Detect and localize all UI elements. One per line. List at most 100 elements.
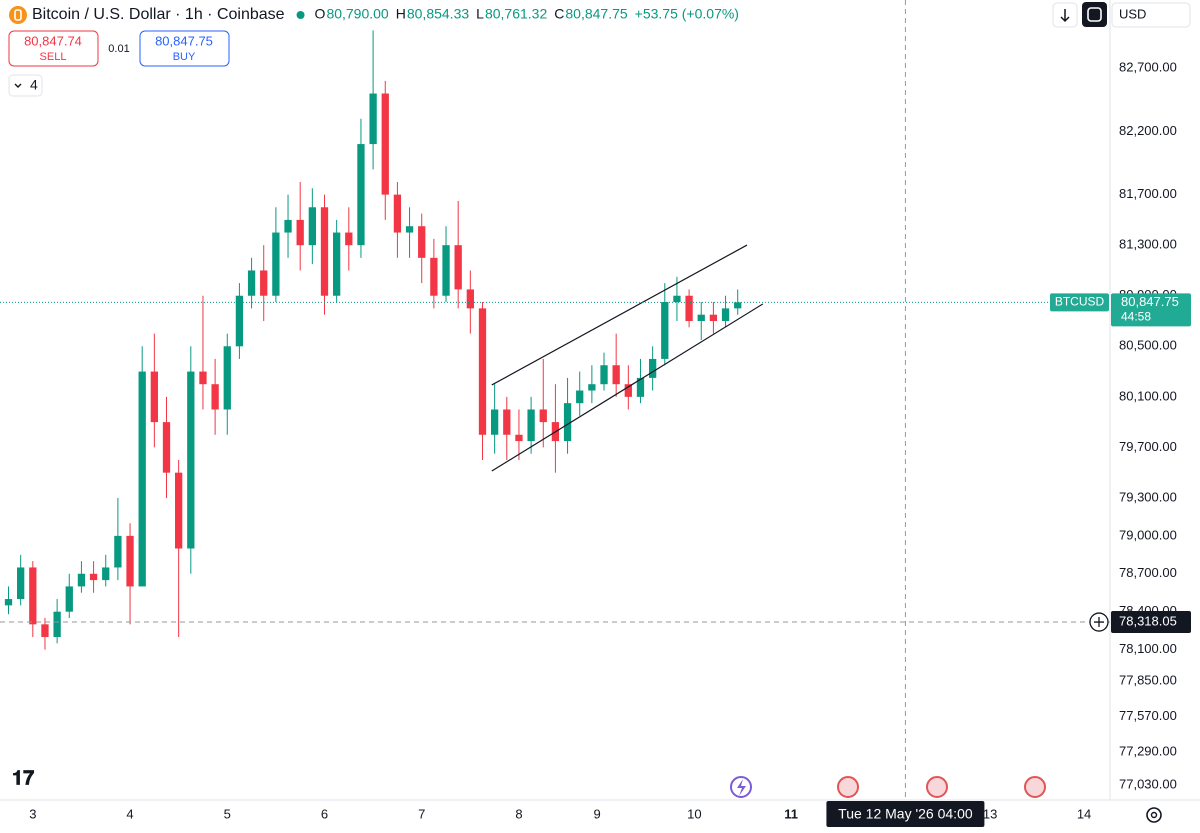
symbol-title[interactable]: Bitcoin / U.S. Dollar · 1h · Coinbase (32, 6, 285, 23)
candle-body (636, 377, 645, 397)
fullscreen-button[interactable] (1082, 2, 1107, 27)
ohlc-value: 80,790.00 (326, 6, 388, 22)
candle-body (430, 257, 438, 296)
logo: 𝟏𝟕 (12, 767, 34, 789)
candle-body (490, 409, 499, 435)
buy-button[interactable] (139, 30, 230, 67)
candle-body (612, 365, 620, 385)
candle-body (478, 308, 487, 435)
x-tick-label: 14 (1077, 806, 1091, 821)
candle-body (721, 308, 730, 322)
y-tick-label: 78,100.00 (1119, 641, 1177, 656)
candle-body (138, 371, 146, 587)
plus-icon (1094, 617, 1104, 628)
y-tick-label: 78,700.00 (1119, 565, 1177, 580)
candle-body (260, 270, 268, 296)
candle-body (697, 314, 705, 322)
y-tick-label: 81,700.00 (1119, 186, 1177, 201)
candle-body (199, 371, 207, 385)
y-tick-label: 82,700.00 (1119, 60, 1177, 75)
y-tick-label: 79,700.00 (1119, 439, 1177, 454)
candle-body (53, 611, 61, 637)
x-tick-label: 7 (418, 806, 425, 821)
ohlc-label: H (396, 6, 406, 22)
ohlc-label: L (476, 6, 484, 22)
y-tick-label: 77,290.00 (1119, 743, 1177, 758)
symbol-badge-text: BTCUSD (1055, 295, 1105, 309)
candle-body (4, 599, 13, 606)
candle-body (685, 295, 693, 322)
candle-body (442, 245, 450, 296)
candle-body (418, 226, 426, 258)
candle-body (272, 232, 280, 296)
bitcoin-icon-glyph (14, 9, 22, 21)
candle-body (624, 384, 632, 397)
crosshair-time-badge (826, 801, 985, 827)
indicators-toggle[interactable] (8, 74, 43, 97)
candle-body (576, 390, 584, 404)
y-tick-label: 77,030.00 (1119, 776, 1177, 791)
candle-body (734, 302, 742, 309)
candle-body (150, 371, 158, 423)
candle-body (211, 384, 219, 410)
candle-body (648, 358, 657, 378)
x-tick-label: 3 (29, 806, 36, 821)
y-tick-label: 80,500.00 (1119, 338, 1177, 353)
candle-body (333, 232, 341, 296)
chevron-icon (14, 83, 22, 88)
symbol-badge (1050, 293, 1109, 312)
candle-body (454, 245, 462, 290)
candle-body (515, 434, 523, 442)
candle-body (114, 535, 122, 568)
ohlc-label: O (315, 6, 326, 22)
us-event-icon[interactable] (926, 776, 948, 798)
ohlc-value: 80,847.75 (565, 6, 627, 22)
y-tick-label: 77,850.00 (1119, 673, 1177, 688)
x-tick-label: 11 (784, 806, 798, 821)
settings-icon[interactable] (1146, 807, 1162, 823)
candle-body (41, 624, 49, 637)
candle-body (175, 472, 183, 549)
price-badge (1111, 293, 1191, 327)
y-tick-label: 82,200.00 (1119, 123, 1177, 138)
fullscreen-icon (1087, 7, 1102, 22)
crosshair-price-label: 78,318.05 (1119, 613, 1177, 628)
candle-body (357, 144, 365, 246)
us-event-icon[interactable] (837, 776, 859, 798)
spread: 0.01 (108, 43, 129, 55)
buy-label: BUY (173, 51, 196, 63)
candle-body (162, 422, 171, 473)
y-tick-label: 79,000.00 (1119, 527, 1177, 542)
candle-body (673, 295, 681, 303)
bitcoin-icon (9, 6, 27, 24)
candle-body (600, 365, 608, 385)
candle-body (709, 314, 718, 322)
candle-body (381, 93, 389, 195)
candle-body (223, 346, 231, 410)
ohlc-label: C (554, 6, 564, 22)
currency-select[interactable] (1111, 2, 1191, 28)
candle-body (102, 567, 110, 581)
candle-body (393, 194, 402, 233)
us-event-icon[interactable] (1024, 776, 1046, 798)
candle-body (296, 219, 304, 246)
y-tick-label: 80,100.00 (1119, 388, 1177, 403)
crosshair-time-label: Tue 12 May '26 04:00 (838, 806, 973, 822)
candle-body (345, 232, 353, 246)
candle-body (503, 409, 511, 435)
x-tick-label: 13 (983, 806, 997, 821)
sell-button[interactable] (8, 30, 99, 67)
x-tick-label: 9 (594, 806, 601, 821)
candle-body (247, 270, 256, 296)
ohlc-value: 80,761.32 (485, 6, 547, 22)
trend-channel-line (491, 303, 764, 472)
buy-price: 80,847.75 (155, 33, 213, 48)
ohlc-value: 80,854.33 (407, 6, 469, 22)
candle-body (539, 409, 547, 423)
price-badge-value: 80,847.75 (1121, 294, 1179, 309)
candle-body (126, 535, 134, 587)
settings-icon-center (1150, 811, 1158, 819)
candle-body (405, 226, 414, 233)
